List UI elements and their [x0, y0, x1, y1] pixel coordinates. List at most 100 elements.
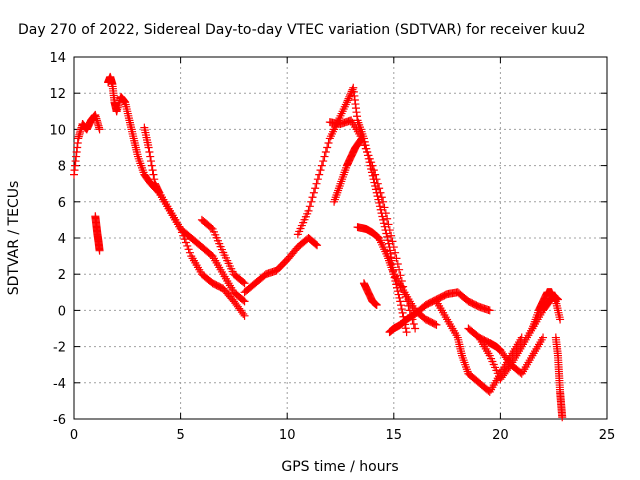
y-tick-label: -4: [53, 377, 66, 392]
data-point: [375, 184, 384, 193]
data-point: [383, 236, 392, 245]
data-point: [369, 166, 378, 175]
data-point: [389, 243, 398, 252]
data-point: [380, 203, 389, 212]
data-point: [344, 94, 353, 103]
series-satellite-track-7: [240, 234, 322, 297]
series-satellite-track-11: [353, 223, 441, 329]
data-point: [179, 231, 188, 240]
series-satellite-track-10: [330, 134, 366, 206]
data-point: [307, 197, 316, 206]
data-point: [387, 231, 396, 240]
data-point: [383, 232, 392, 241]
data-point: [240, 311, 249, 320]
data-point: [485, 306, 494, 315]
series-satellite-track-13: [385, 288, 494, 337]
data-point: [395, 293, 404, 302]
chart-title: Day 270 of 2022, Sidereal Day-to-day VTE…: [18, 22, 586, 38]
data-point: [539, 333, 548, 342]
data-point: [432, 320, 441, 329]
data-point: [411, 324, 420, 333]
data-point: [319, 157, 328, 166]
x-tick-label: 5: [176, 428, 184, 443]
data-point: [368, 161, 377, 170]
data-point: [361, 144, 370, 153]
data-point: [375, 198, 384, 207]
data-point: [313, 175, 322, 184]
data-point: [372, 175, 381, 184]
x-axis-label: GPS time / hours: [281, 459, 398, 475]
data-point: [183, 241, 192, 250]
data-point: [385, 226, 394, 235]
data-point: [176, 224, 185, 233]
data-point: [324, 138, 333, 147]
data-point: [397, 305, 406, 314]
data-point: [177, 228, 186, 237]
x-tick-label: 25: [599, 428, 616, 443]
data-point: [317, 161, 326, 170]
x-tick-label: 0: [70, 428, 78, 443]
data-point: [379, 197, 388, 206]
data-point: [402, 328, 411, 337]
data-point: [365, 154, 374, 163]
data-point: [392, 254, 401, 263]
data-point: [396, 297, 405, 306]
y-axis-label: SDTVAR / TECUs: [6, 181, 22, 296]
data-point: [95, 125, 104, 134]
data-point: [316, 166, 325, 175]
data-point: [343, 96, 352, 105]
data-point: [313, 241, 322, 250]
data-point: [393, 287, 402, 296]
y-tick-label: -6: [53, 413, 66, 428]
x-tick-label: 20: [492, 428, 509, 443]
series-satellite-track-12: [359, 279, 381, 309]
data-point: [146, 152, 155, 161]
data-point: [556, 315, 565, 324]
y-tick-label: 4: [58, 232, 66, 247]
data-point: [384, 220, 393, 229]
data-point: [391, 248, 400, 257]
data-point: [305, 202, 314, 211]
data-point: [396, 301, 405, 310]
data-point: [147, 157, 156, 166]
y-tick-label: 12: [49, 87, 66, 102]
data-point: [323, 143, 332, 152]
grid-lines: [74, 57, 607, 419]
data-point: [308, 193, 317, 202]
data-point: [360, 141, 369, 150]
data-point: [373, 179, 382, 188]
data-point: [363, 148, 372, 157]
data-point: [377, 193, 386, 202]
y-tick-label: 14: [49, 51, 66, 66]
data-point: [382, 229, 391, 238]
data-point: [150, 175, 159, 184]
data-point: [558, 413, 567, 422]
series-satellite-track-2: [91, 212, 104, 255]
data-point: [144, 143, 153, 152]
data-point: [239, 296, 248, 305]
data-point: [95, 246, 104, 255]
data-point: [378, 212, 387, 221]
data-point: [311, 240, 320, 249]
data-point: [239, 310, 248, 319]
data-point: [315, 170, 324, 179]
data-point: [505, 362, 514, 371]
data-point: [207, 223, 216, 232]
series-satellite-track-1: [70, 110, 104, 179]
data-point: [372, 300, 381, 309]
data-point: [147, 161, 156, 170]
data-point: [431, 320, 440, 329]
data-point: [345, 92, 354, 101]
data-point: [185, 248, 194, 257]
data-point: [240, 297, 249, 306]
data-point: [320, 152, 329, 161]
data-point: [239, 278, 248, 287]
data-point: [357, 135, 366, 144]
data-point: [321, 148, 330, 157]
data-point: [381, 209, 390, 218]
axis-ticks: 0 5 10 15 20 25 -6 -4 -2 0 2 4 6 8 10 12 14: [49, 51, 615, 443]
x-tick-label: 15: [386, 428, 403, 443]
data-point: [401, 324, 410, 333]
data-point: [181, 238, 190, 247]
data-point: [379, 219, 388, 228]
